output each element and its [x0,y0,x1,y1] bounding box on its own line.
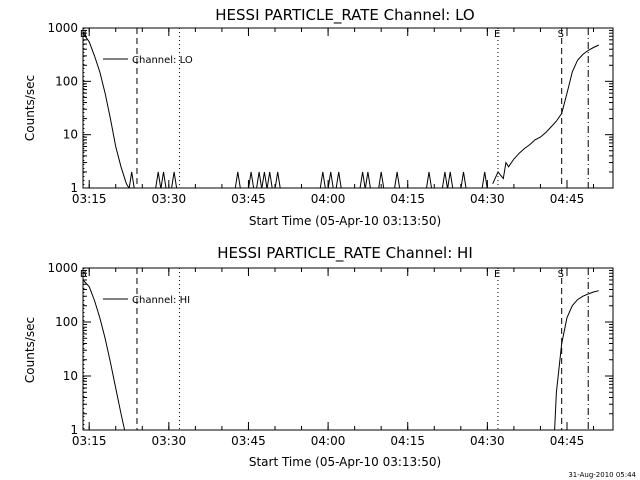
lo-spike [266,171,273,189]
hi-marker-label: S [558,269,564,280]
lo-x-tick-label: 04:00 [311,192,346,206]
hi-chart-title: HESSI PARTICLE_RATE Channel: HI [217,244,473,263]
plot-timestamp: 31-Aug-2010 05:44 [568,471,636,479]
lo-y-tick-label: 1 [70,181,78,195]
hi-legend: Channel: HI [103,295,190,306]
hi-y-ticks: 1 10 100 1000 [47,261,613,437]
hi-plot-frame [82,267,614,431]
lo-x-tick-label: 03:15 [72,192,107,206]
lo-spike [128,171,135,189]
lo-channel-panel: HESSI PARTICLE_RATE Channel: LO 03:15 03:… [23,6,614,228]
lo-legend: Channel: LO [103,55,193,66]
lo-y-tick-label: 10 [63,128,78,142]
hi-series-line-0 [82,279,126,431]
lo-spike [274,171,281,189]
lo-plot-frame [82,27,614,189]
lo-series [82,32,600,189]
lo-spike [394,171,401,189]
lo-spike [441,171,448,189]
lo-spike [460,171,467,189]
lo-spike [426,171,432,189]
lo-x-axis-label: Start Time (05-Apr-10 03:13:50) [249,214,441,228]
lo-spike [378,171,385,189]
lo-spike [327,171,334,189]
lo-spike [481,171,488,189]
lo-chart-title: HESSI PARTICLE_RATE Channel: LO [215,6,474,25]
hi-x-axis-label: Start Time (05-Apr-10 03:13:50) [249,455,441,469]
lo-spike [447,171,454,189]
lo-y-axis-label: Counts/sec [23,75,37,141]
lo-spike [364,171,371,189]
lo-y-tick-label: 100 [55,74,78,88]
hi-x-tick-label: 04:30 [470,434,505,448]
lo-spike [319,171,326,189]
hi-series [82,279,599,431]
lo-marker-label: S [558,29,564,40]
hi-legend-label: Channel: HI [132,295,190,306]
lo-x-tick-label: 04:15 [390,192,425,206]
hi-x-tick-label: 04:00 [311,434,346,448]
lo-x-ticks: 03:15 03:30 03:45 04:00 04:15 04:30 04:45 [72,28,595,206]
hi-y-tick-label: 100 [55,315,78,329]
lo-spike [359,171,366,189]
lo-x-tick-label: 04:45 [550,192,585,206]
hi-x-tick-label: 03:15 [72,434,107,448]
lo-spike [335,171,342,189]
hi-y-tick-label: 1 [70,423,78,437]
lo-series-line-2 [492,44,600,185]
hi-y-tick-label: 10 [63,369,78,383]
hi-x-tick-label: 04:15 [390,434,425,448]
hi-y-axis-label: Counts/sec [23,317,37,383]
lo-x-tick-label: 03:45 [231,192,266,206]
hi-x-tick-label: 03:45 [231,434,266,448]
lo-marker-label: E [494,29,500,40]
lo-x-tick-label: 03:30 [152,192,187,206]
lo-y-ticks: 1 10 100 1000 [47,21,613,195]
hi-series-line-1 [554,290,599,431]
lo-spike [155,171,162,189]
lo-spike [160,171,167,189]
lo-y-tick-label: 1000 [47,21,78,35]
hi-x-tick-label: 03:30 [152,434,187,448]
lo-spike [234,171,241,189]
lo-spike [256,171,263,189]
hi-marker-label: E [494,269,500,280]
lo-x-tick-label: 04:30 [470,192,505,206]
lo-spike [261,171,268,189]
lo-series-line-0 [82,32,130,189]
hi-x-tick-label: 04:45 [550,434,585,448]
lo-spike [171,171,178,189]
hi-channel-panel: HESSI PARTICLE_RATE Channel: HI 03:15 03:… [23,244,614,469]
lo-legend-label: Channel: LO [132,55,193,66]
hi-marker-label: B [80,269,87,280]
hi-x-ticks: 03:15 03:30 03:45 04:00 04:15 04:30 04:45 [72,268,595,448]
hi-y-tick-label: 1000 [47,261,78,275]
lo-spike [248,171,255,189]
